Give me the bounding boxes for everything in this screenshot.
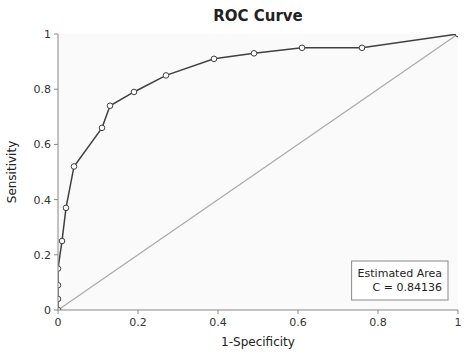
- data-layer: [58, 34, 458, 310]
- point-marker: [251, 51, 257, 57]
- x-tick-label: 0: [55, 316, 62, 329]
- point-marker: [163, 73, 169, 79]
- y-tick: [54, 254, 58, 255]
- point-marker: [455, 34, 458, 37]
- y-tick: [54, 34, 58, 35]
- chart-title: ROC Curve: [213, 7, 303, 25]
- y-tick-label: 0.2: [34, 249, 52, 262]
- x-tick: [58, 310, 59, 314]
- point-marker: [59, 238, 65, 244]
- annotation-box: [352, 261, 448, 300]
- annotation-line: C = 0.84136: [373, 281, 442, 294]
- x-tick: [138, 310, 139, 314]
- point-marker: [299, 45, 305, 51]
- reference-line: [58, 34, 458, 310]
- point-marker: [211, 56, 217, 62]
- y-tick-label: 0.4: [34, 194, 52, 207]
- y-tick: [54, 89, 58, 90]
- annotation-group: Estimated AreaC = 0.84136: [352, 261, 448, 300]
- x-tick-label: 0.2: [129, 316, 147, 329]
- point-marker: [131, 89, 137, 95]
- plot-area: [58, 34, 458, 310]
- y-tick: [54, 199, 58, 200]
- x-axis-line: [58, 310, 458, 311]
- x-tick: [218, 310, 219, 314]
- x-tick-label: 1: [455, 316, 462, 329]
- x-tick-label: 0.4: [209, 316, 227, 329]
- x-tick: [378, 310, 379, 314]
- annotation: Estimated AreaC = 0.84136: [358, 267, 442, 294]
- y-tick: [54, 144, 58, 145]
- y-axis-line: [58, 34, 59, 310]
- annotation-line: Estimated Area: [358, 267, 442, 280]
- y-tick-label: 1: [44, 28, 51, 41]
- y-tick-label: 0: [44, 304, 51, 317]
- x-tick: [298, 310, 299, 314]
- y-tick: [54, 310, 58, 311]
- point-marker: [99, 125, 105, 131]
- point-marker: [359, 45, 365, 51]
- x-tick: [458, 310, 459, 314]
- curve-line: [58, 34, 458, 310]
- x-axis-label: 1-Specificity: [221, 335, 295, 349]
- x-tick-label: 0.8: [369, 316, 387, 329]
- y-tick-label: 0.8: [34, 83, 52, 96]
- y-tick-label: 0.6: [34, 138, 52, 151]
- y-axis-label: Sensitivity: [5, 141, 19, 203]
- point-marker: [107, 103, 113, 109]
- point-marker: [71, 164, 77, 170]
- x-tick-label: 0.6: [289, 316, 307, 329]
- point-marker: [63, 205, 69, 211]
- chart: 0 0.2 0.4 0.6 0.8 1 0 0.2 0.4 0.6 0.8 1 ROC Curve 1-S…: [0, 0, 474, 356]
